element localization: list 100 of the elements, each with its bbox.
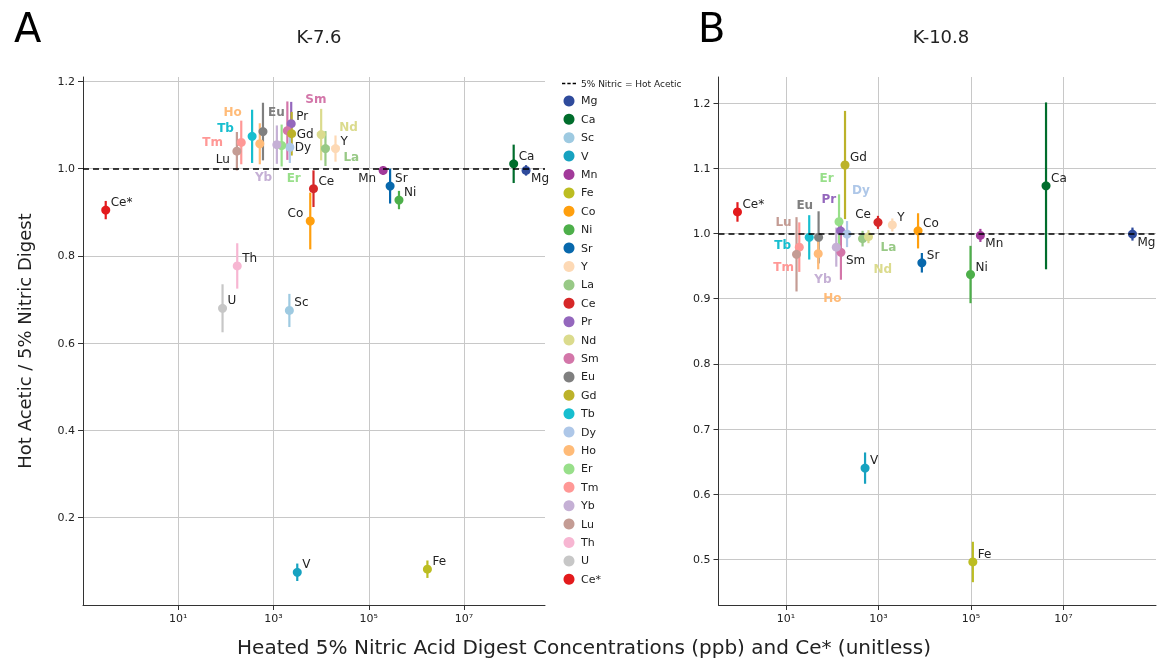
text: Sr [395,171,408,186]
legend-label: Ho [581,444,597,457]
text: Co [287,206,304,220]
text: Nd [339,119,358,134]
legend-label: Gd [581,388,597,402]
y-tick-label: 1.0 [692,226,711,240]
legend-label: Nd [581,333,597,347]
chart-title: K-10.8 [912,25,970,47]
text: A [14,5,42,51]
legend-label: Ni [581,223,593,237]
text: Dy [294,140,312,155]
series-label: Eu [796,198,814,213]
y-axis-title: Hot Acetic / 5% Nitric Digest [13,213,35,469]
text: V [302,557,311,572]
series-label: Ni [975,259,988,274]
legend-label: Pr [581,315,593,329]
series-label: Co [923,215,939,230]
y-tick-label: 0.9 [692,292,711,306]
series-label: Tb [774,238,792,253]
legend-label: V [581,149,589,163]
legend-label: Tb [580,407,595,421]
legend-label: Ca [581,112,596,126]
legend-label: Dy [581,425,597,439]
series-label: Gd [850,150,867,164]
y-tick-label: 1.1 [692,161,711,175]
text: Gd [296,126,314,141]
series-label: Ca [1051,170,1067,185]
text: Eu [267,104,285,119]
y-tick-label: 0.6 [57,336,75,350]
text: Er [286,170,301,185]
text: Fe [432,554,447,569]
text: Er [819,170,834,185]
x-tick-label: 10³ [264,612,283,625]
legend-label: 5% Nitric = Hot Acetic [581,78,682,89]
legend-label: U [581,554,590,568]
y-tick-label: 0.8 [692,357,711,371]
text: Yb [254,169,273,184]
legend-label: Sc [581,131,595,145]
series-label: Yb [813,272,833,287]
series-label: Tm [773,260,794,275]
series-label: La [880,239,897,254]
legend-label: Fe [581,186,594,200]
x-tick-label: 10⁵ [359,612,379,625]
text: Ce* [110,195,133,210]
series-label: Sm [845,253,866,268]
legend-label: Sm [581,352,599,365]
series-label: Mg [1137,235,1156,250]
text: Dy [852,183,870,198]
chart-title: K-7.6 [296,25,342,47]
legend-label: Co [581,204,596,218]
text: Mg [531,171,550,186]
series-label: Pr [821,191,837,206]
series-label: Mn [985,236,1004,251]
text: Pr [296,108,309,123]
x-tick-label: 10⁷ [454,612,474,625]
legend-label: Y [580,260,588,273]
text: Sm [305,91,327,106]
legend-label: Tm [580,480,599,494]
legend-label: Th [580,536,595,549]
y-tick-label: 0.2 [57,511,75,525]
legend-label: Ce [581,296,596,310]
series-label: Ce [855,207,871,222]
legend-label: Mg [581,94,598,108]
text: Ho [823,290,842,305]
y-tick-label: 0.7 [692,422,711,436]
series-label: Sr [926,247,940,262]
y-tick-label: 1.2 [692,96,711,110]
x-axis-title: Heated 5% Nitric Acid Digest Concentrations (ppb) and Ce* (unitless) [236,635,932,659]
text: U [227,293,237,308]
legend-label: Lu [581,517,594,531]
x-tick-label: 10¹ [776,612,796,625]
y-tick-label: 1.2 [57,74,75,88]
text: Ho [223,104,242,119]
series-label: Y [896,209,906,224]
text: Tm [202,135,223,150]
y-tick-label: 0.5 [692,552,711,566]
y-tick-label: 0.8 [57,249,75,263]
series-label: Ce* [742,196,765,211]
legend-label: Mn [581,168,598,181]
series-label: Nd [873,261,893,276]
legend-label: Eu [581,370,595,384]
x-tick-label: 10³ [869,612,888,625]
legend-label: Sr [581,241,593,255]
text: Mn [358,171,377,186]
legend-label: Ce* [581,572,602,586]
text: Ni [403,185,417,200]
legend-label: Yb [580,499,595,513]
text: Th [242,250,258,265]
legend-label: La [581,278,594,292]
y-tick-label: 0.4 [57,423,75,437]
text: Y [340,133,348,148]
x-tick-label: 10⁷ [1054,612,1073,625]
series-label: V [870,453,880,468]
text: La [343,149,360,164]
series-label: Fe [977,546,992,561]
text: Ca [518,148,535,163]
x-tick-label: 10¹ [169,612,188,625]
text: Ce [318,173,335,188]
y-tick-label: 0.6 [692,487,711,501]
legend-label: Er [581,462,593,476]
